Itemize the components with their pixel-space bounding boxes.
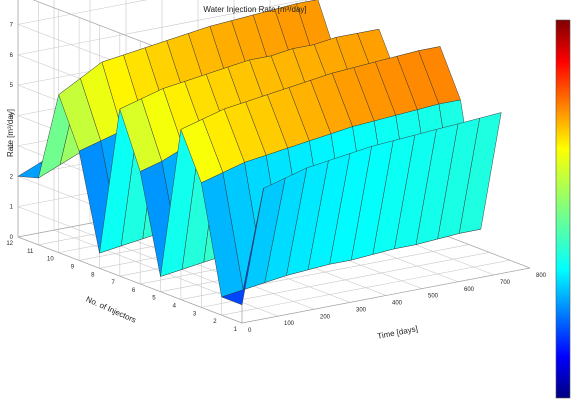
z-tick-label: 7: [10, 22, 14, 28]
axis-edge: [241, 267, 531, 324]
x-tick-label: 300: [356, 307, 367, 313]
x-tick-label: 200: [320, 314, 331, 320]
x-tick-label: 700: [500, 280, 511, 286]
y-tick-label: 3: [193, 311, 197, 317]
y-tick-label: 10: [47, 257, 54, 263]
z-tick-label: 0: [10, 235, 14, 241]
y-tick-label: 11: [27, 249, 34, 255]
colorbar: [555, 19, 571, 399]
chart-title: Water Injection Rate [m³/day]: [203, 5, 306, 14]
surface-plot: [17, 0, 502, 306]
z-axis-label: Rate [m³/day]: [6, 109, 15, 157]
z-tick-label: 4: [10, 114, 14, 120]
x-tick-label: 100: [284, 321, 295, 327]
z-tick-label: 5: [10, 83, 14, 89]
y-tick-label: 8: [91, 272, 95, 278]
x-tick-label: 800: [536, 273, 547, 279]
x-tick-label: 500: [428, 294, 439, 300]
y-tick-label: 7: [111, 280, 115, 286]
z-tick-label: 1: [10, 205, 14, 211]
surface-face: [220, 188, 264, 306]
grid-line: [201, 252, 490, 308]
z-tick-label: 3: [10, 144, 14, 150]
tick-labels: 0100200300400500600700800123456789101112…: [6, 22, 547, 334]
x-tick-label: 0: [248, 328, 252, 334]
grid-line: [221, 259, 510, 316]
x-tick-label: 400: [392, 301, 403, 307]
y-tick-label: 9: [71, 264, 75, 270]
grid-line: [17, 206, 243, 293]
y-tick-label: 4: [173, 304, 177, 310]
y-tick-label: 6: [132, 288, 136, 294]
z-tick-label: 6: [10, 53, 14, 59]
axis-edge: [17, 236, 243, 324]
y-tick-label: 2: [213, 319, 217, 325]
y-tick-label: 1: [234, 327, 238, 333]
y-axis-label: No. of Injectors: [85, 295, 138, 325]
x-tick-label: 600: [464, 287, 475, 293]
grid-line: [17, 0, 148, 25]
x-axis-label: Time [days]: [377, 324, 419, 341]
grid-line: [17, 0, 307, 56]
y-tick-label: 5: [152, 296, 156, 302]
y-tick-label: 12: [6, 241, 13, 247]
z-tick-label: 2: [10, 174, 14, 180]
